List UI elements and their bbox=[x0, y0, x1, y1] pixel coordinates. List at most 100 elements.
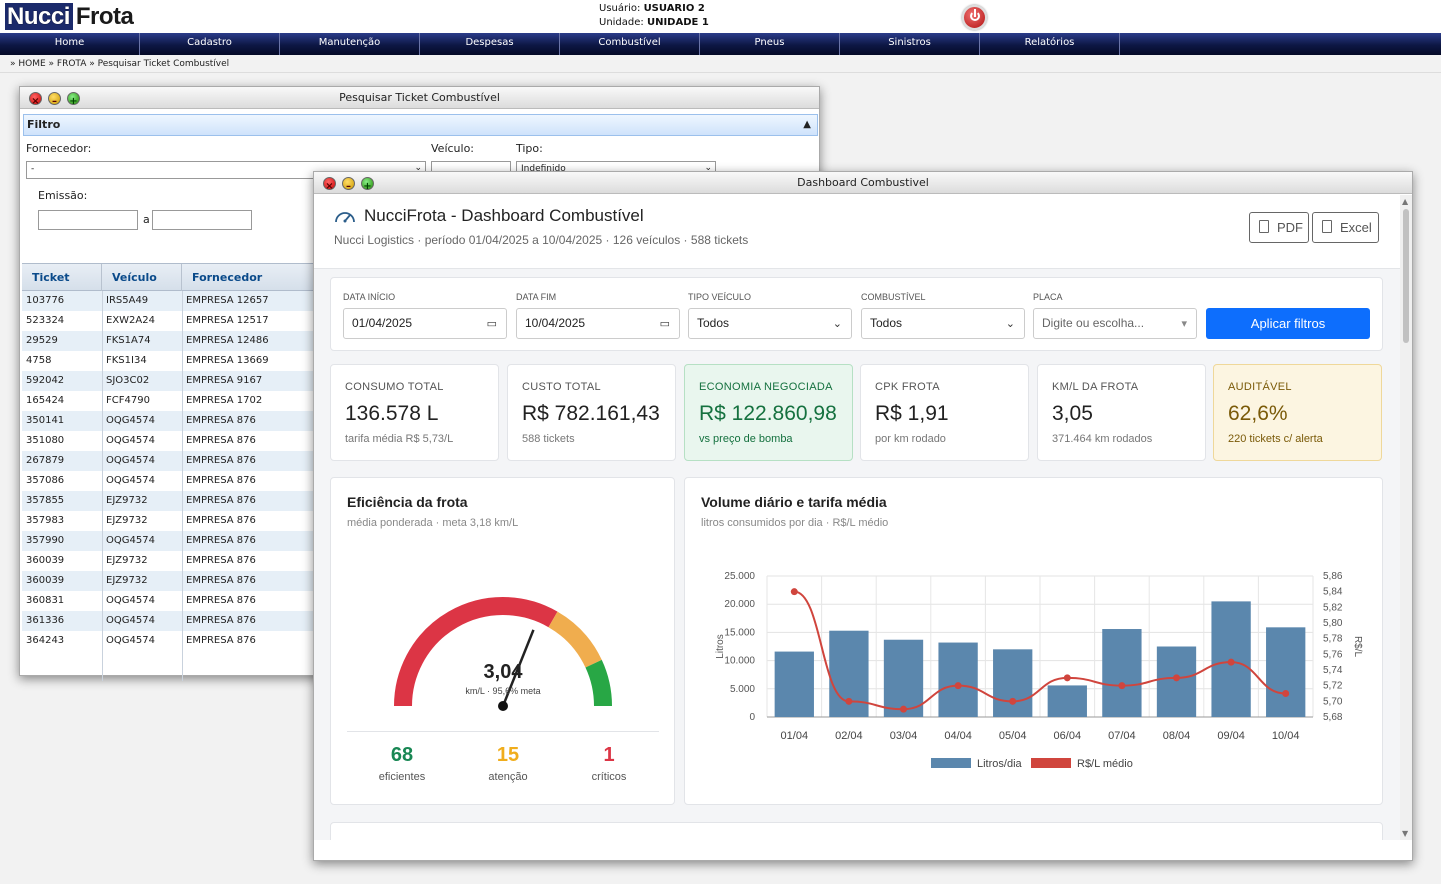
table-row[interactable]: 103776 IRS5A49 EMPRESA 12657 bbox=[22, 291, 322, 311]
tarifa-point-08/04[interactable] bbox=[1173, 674, 1180, 682]
scroll-up-icon[interactable]: ▲ bbox=[1402, 197, 1409, 206]
table-row[interactable]: 351080 OQG4574 EMPRESA 876 bbox=[22, 431, 322, 451]
table-row[interactable]: 364243 OQG4574 EMPRESA 876 bbox=[22, 631, 322, 651]
legend-label-litros[interactable]: Litros/dia bbox=[977, 758, 1023, 770]
end-date-input[interactable]: 10/04/2025 ▭ bbox=[516, 308, 680, 339]
plate-combobox[interactable]: Digite ou escolha... ▾ bbox=[1033, 308, 1197, 339]
apply-filters-button[interactable]: Aplicar filtros bbox=[1206, 308, 1370, 339]
collapse-chevron-icon[interactable]: ▲ bbox=[803, 119, 811, 130]
table-row[interactable]: 360831 OQG4574 EMPRESA 876 bbox=[22, 591, 322, 611]
col-ticket[interactable]: Ticket bbox=[22, 264, 102, 291]
calendar-icon[interactable]: ▭ bbox=[486, 318, 497, 330]
gauge-value: 3,04 bbox=[484, 661, 524, 683]
issue-date-from[interactable] bbox=[38, 210, 138, 230]
menu-item-6[interactable]: Sinistros bbox=[840, 33, 980, 55]
y2-tick-label: 5,70 bbox=[1323, 696, 1343, 707]
menu-item-1[interactable]: Cadastro bbox=[140, 33, 280, 55]
x-tick-label: 06/04 bbox=[1054, 730, 1082, 742]
export-pdf-button[interactable]: PDF bbox=[1249, 212, 1309, 243]
table-row[interactable]: 360039 EJZ9732 EMPRESA 876 bbox=[22, 571, 322, 591]
x-tick-label: 10/04 bbox=[1272, 730, 1300, 742]
table-row[interactable]: 29529 FKS1A74 EMPRESA 12486 bbox=[22, 331, 322, 351]
table-row[interactable]: 357855 EJZ9732 EMPRESA 876 bbox=[22, 491, 322, 511]
bar-litros-04/04[interactable] bbox=[938, 642, 978, 717]
y2-tick-label: 5,76 bbox=[1323, 649, 1343, 660]
window-title: Dashboard Combustivel bbox=[797, 176, 929, 189]
kpi-value: R$ 122.860,98 bbox=[699, 402, 837, 425]
bar-litros-05/04[interactable] bbox=[993, 649, 1033, 717]
menu-item-3[interactable]: Despesas bbox=[420, 33, 560, 55]
vehicle-cell: FKS1I34 bbox=[106, 355, 147, 366]
menu-item-5[interactable]: Pneus bbox=[700, 33, 840, 55]
table-row[interactable]: 360039 EJZ9732 EMPRESA 876 bbox=[22, 551, 322, 571]
menu-item-4[interactable]: Combustível bbox=[560, 33, 700, 55]
vertical-scrollbar[interactable]: ▲ ▼ bbox=[1400, 195, 1412, 840]
dashboard-header: NucciFrota - Dashboard Combustível Nucci… bbox=[314, 195, 1401, 269]
x-tick-label: 03/04 bbox=[890, 730, 918, 742]
tarifa-point-03/04[interactable] bbox=[900, 705, 907, 713]
app-logo[interactable]: Nucci Frota bbox=[5, 3, 134, 30]
kpi-sub: tarifa média R$ 5,73/L bbox=[345, 433, 454, 445]
bar-litros-01/04[interactable] bbox=[774, 651, 814, 717]
tickets-table: Ticket Veículo Fornecedor 103776 IRS5A49 E… bbox=[22, 263, 322, 681]
minimize-icon[interactable] bbox=[342, 176, 355, 198]
menu-item-2[interactable]: Manutenção bbox=[280, 33, 420, 55]
table-row[interactable]: 357086 OQG4574 EMPRESA 876 bbox=[22, 471, 322, 491]
vehicle-type-select[interactable]: Todos ⌄ bbox=[688, 308, 852, 339]
tarifa-point-04/04[interactable] bbox=[954, 682, 962, 690]
scroll-down-icon[interactable]: ▼ bbox=[1402, 829, 1409, 838]
table-row[interactable]: 350141 OQG4574 EMPRESA 876 bbox=[22, 411, 322, 431]
menu-item-0[interactable]: Home bbox=[0, 33, 140, 55]
supplier-cell: EMPRESA 876 bbox=[186, 535, 256, 546]
table-row[interactable]: 357990 OQG4574 EMPRESA 876 bbox=[22, 531, 322, 551]
menu-item-7[interactable]: Relatórios bbox=[980, 33, 1120, 55]
start-date-input[interactable]: 01/04/2025 ▭ bbox=[343, 308, 507, 339]
tarifa-point-10/04[interactable] bbox=[1282, 690, 1290, 697]
export-excel-button[interactable]: Excel bbox=[1312, 212, 1379, 243]
maximize-icon[interactable] bbox=[361, 176, 374, 198]
logout-power-icon[interactable] bbox=[962, 5, 987, 30]
filter-panel-header[interactable]: Filtro ▲ bbox=[23, 114, 818, 136]
ticket-cell: 351080 bbox=[26, 435, 65, 446]
stat-value: 15 bbox=[496, 744, 520, 766]
col-vehicle[interactable]: Veículo bbox=[102, 264, 182, 291]
col-supplier[interactable]: Fornecedor bbox=[182, 264, 322, 291]
calendar-icon[interactable]: ▭ bbox=[659, 318, 670, 330]
vehicle-type-label: TIPO VEÍCULO bbox=[688, 292, 752, 302]
close-icon[interactable] bbox=[323, 176, 336, 198]
tarifa-point-01/04[interactable] bbox=[790, 588, 798, 596]
bar-litros-07/04[interactable] bbox=[1102, 629, 1142, 717]
tarifa-point-06/04[interactable] bbox=[1063, 674, 1071, 682]
table-row[interactable]: 357983 EJZ9732 EMPRESA 876 bbox=[22, 511, 322, 531]
bar-litros-08/04[interactable] bbox=[1156, 646, 1197, 718]
minimize-icon[interactable] bbox=[48, 91, 61, 113]
table-row[interactable]: 165424 FCF4790 EMPRESA 1702 bbox=[22, 391, 322, 411]
start-date-label: DATA INÍCIO bbox=[343, 292, 396, 302]
issue-date-to[interactable] bbox=[152, 210, 252, 230]
close-icon[interactable] bbox=[29, 91, 42, 113]
tarifa-point-09/04[interactable] bbox=[1227, 658, 1235, 666]
bar-litros-06/04[interactable] bbox=[1047, 685, 1087, 717]
ticket-cell: 360831 bbox=[26, 595, 65, 606]
vehicle-cell: OQG4574 bbox=[106, 435, 155, 446]
bar-litros-10/04[interactable] bbox=[1266, 627, 1306, 717]
window-titlebar[interactable]: Dashboard Combustivel bbox=[314, 172, 1412, 198]
table-row[interactable]: 592042 SJO3C02 EMPRESA 9167 bbox=[22, 371, 322, 391]
fuel-select[interactable]: Todos ⌄ bbox=[861, 308, 1025, 339]
table-row[interactable]: 4758 FKS1I34 EMPRESA 13669 bbox=[22, 351, 322, 371]
legend-label-tarifa[interactable]: R$/L médio bbox=[1077, 758, 1133, 770]
gauge-segment bbox=[585, 659, 612, 707]
window-titlebar[interactable]: Pesquisar Ticket Combustível bbox=[20, 87, 819, 113]
table-row[interactable]: 267879 OQG4574 EMPRESA 876 bbox=[22, 451, 322, 471]
tarifa-point-05/04[interactable] bbox=[1009, 697, 1017, 705]
table-row[interactable]: 361336 OQG4574 EMPRESA 876 bbox=[22, 611, 322, 631]
bar-litros-03/04[interactable] bbox=[883, 639, 924, 717]
pdf-file-icon bbox=[1259, 220, 1269, 233]
ticket-cell: 357855 bbox=[26, 495, 65, 506]
tarifa-point-07/04[interactable] bbox=[1118, 682, 1126, 690]
kpi-card: CPK FROTA R$ 1,91 por km rodado bbox=[860, 364, 1029, 461]
table-row[interactable]: 523324 EXW2A24 EMPRESA 12517 bbox=[22, 311, 322, 331]
tarifa-point-02/04[interactable] bbox=[845, 697, 853, 705]
maximize-icon[interactable] bbox=[67, 91, 80, 113]
scrollbar-thumb[interactable] bbox=[1403, 209, 1409, 343]
